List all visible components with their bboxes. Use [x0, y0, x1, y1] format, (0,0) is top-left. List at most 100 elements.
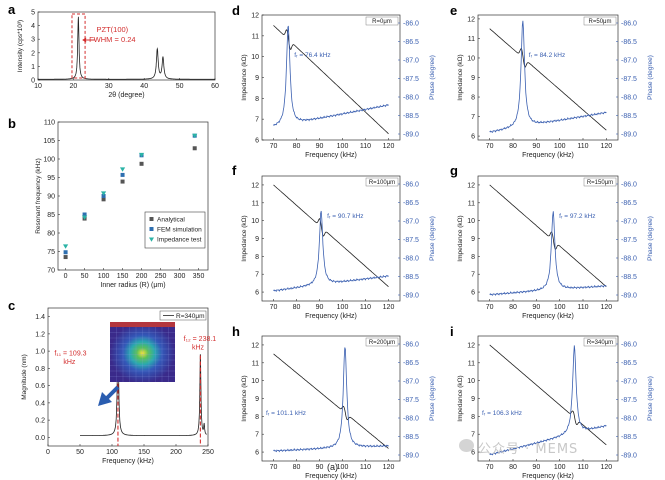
data-point-analytical: [120, 179, 125, 184]
y-tick-label: 12: [251, 13, 259, 20]
impedance-trace: [273, 353, 389, 449]
y-tick-label: 10: [251, 54, 259, 61]
phase-axis-label: Phase (degree): [429, 216, 436, 261]
y-tick-label: 0.2: [35, 418, 45, 425]
y-tick-label: 5: [31, 10, 35, 17]
y-tick-label: 9: [471, 75, 475, 82]
y-tick-label: 7: [471, 432, 475, 439]
phase-tick-label: -88.5: [621, 274, 637, 281]
phase-tick-label: -88.0: [621, 95, 637, 102]
resonance-label: fᵣ = 84.2 kHz: [529, 52, 565, 59]
y-tick-label: 3: [31, 37, 35, 44]
x-tick-label: 30: [105, 83, 113, 90]
x-tick-label: 200: [170, 449, 182, 456]
x-tick-label: 50: [76, 449, 84, 456]
y-tick-label: 110: [44, 120, 55, 127]
data-point-impedance-test: [138, 152, 145, 158]
wechat-icon: [459, 439, 474, 452]
x-tick-label: 350: [193, 273, 205, 280]
phase-tick-label: -86.0: [403, 21, 419, 28]
radius-label: R=340μm: [587, 340, 613, 346]
x-tick-label: 80: [509, 304, 517, 311]
y-tick-label: 7: [255, 117, 259, 124]
y-tick-label: 1.4: [35, 314, 45, 321]
y-tick-label: 8: [471, 95, 475, 102]
y-axis-label: Impedance (kΩ): [457, 375, 464, 421]
x-axis-label: Frequency (kHz): [305, 313, 357, 320]
x-tick-label: 100: [337, 464, 349, 471]
radius-label: R=50μm: [589, 19, 612, 25]
x-axis-label: 2θ (degree): [108, 92, 144, 99]
resonance-label: fᵣ = 101.1 kHz: [266, 410, 306, 417]
radius-label: R=0μm: [372, 19, 392, 25]
y-tick-label: 6: [255, 450, 259, 457]
y-tick-label: 0: [31, 78, 35, 85]
phase-tick-label: -87.5: [403, 237, 419, 244]
y-tick-label: 2: [31, 50, 35, 57]
x-tick-label: 110: [360, 464, 371, 471]
phase-tick-label: -87.0: [403, 379, 419, 386]
phase-tick-label: -87.0: [403, 219, 419, 226]
y-tick-label: 100: [43, 157, 55, 164]
phase-tick-label: -86.5: [621, 39, 637, 46]
y-tick-label: 12: [467, 342, 475, 349]
x-tick-label: 250: [155, 273, 167, 280]
legend-label: R=340μm: [176, 313, 205, 320]
y-tick-label: 11: [252, 200, 259, 207]
phase-tick-label: -86.0: [621, 21, 637, 28]
y-tick-label: 85: [47, 212, 55, 219]
y-axis-label: Impedance (kΩ): [241, 375, 248, 421]
y-tick-label: 11: [252, 360, 259, 367]
phase-tick-label: -86.5: [403, 360, 419, 367]
phase-tick-label: -86.0: [403, 342, 419, 349]
plot-frame-a: [37, 11, 216, 81]
x-tick-label: 100: [554, 143, 566, 150]
x-tick-label: 100: [337, 304, 349, 311]
resonance-label: fᵣ = 90.7 kHz: [327, 213, 363, 220]
figure-footer: (a): [327, 462, 338, 472]
phase-tick-label: -89.0: [621, 453, 637, 460]
phase-tick-label: -88.0: [403, 256, 419, 263]
x-tick-label: 90: [316, 143, 324, 150]
resonance-label: fᵣ = 97.2 kHz: [559, 213, 595, 220]
phase-tick-label: -89.0: [621, 132, 637, 139]
y-axis-label: Impedance (kΩ): [241, 215, 248, 261]
data-point-impedance-test: [119, 167, 126, 172]
resonance-label: fᵣ = 76.4 kHz: [294, 52, 330, 59]
phase-trace: [273, 25, 389, 126]
x-tick-label: 110: [577, 143, 588, 150]
phase-tick-label: -89.0: [403, 132, 419, 139]
x-tick-label: 60: [211, 83, 219, 90]
x-tick-label: 250: [202, 449, 214, 456]
y-tick-label: 8: [255, 96, 259, 103]
phase-tick-label: -88.5: [621, 113, 637, 120]
phase-tick-label: -86.5: [403, 200, 419, 207]
phase-tick-label: -89.0: [621, 293, 637, 300]
x-tick-label: 80: [293, 304, 301, 311]
y-tick-label: 10: [467, 55, 475, 62]
pointer-arrow-head: [98, 392, 112, 406]
y-tick-label: 11: [468, 200, 475, 207]
y-tick-label: 9: [255, 236, 259, 243]
panel-label-c: c: [8, 298, 16, 313]
x-tick-label: 110: [577, 464, 588, 471]
phase-tick-label: -89.0: [403, 293, 419, 300]
resonance-label: fᵣ = 106.3 kHz: [482, 410, 522, 417]
phase-trace: [273, 347, 389, 453]
phase-tick-label: -87.0: [621, 219, 637, 226]
phase-axis-label: Phase (degree): [429, 376, 436, 421]
y-tick-label: 10: [251, 378, 259, 385]
phase-trace: [489, 345, 607, 456]
data-point-impedance-test: [62, 244, 69, 249]
x-tick-label: 50: [176, 83, 184, 90]
y-tick-label: 8: [255, 414, 259, 421]
x-tick-label: 110: [577, 304, 588, 311]
phase-trace: [489, 20, 607, 133]
impedance-trace: [489, 344, 607, 446]
phase-tick-label: -87.5: [403, 397, 419, 404]
panel-label-i: i: [450, 324, 454, 339]
y-tick-label: 7: [255, 272, 259, 279]
x-tick-label: 110: [360, 143, 371, 150]
phase-tick-label: -86.0: [621, 182, 637, 189]
y-tick-label: 8: [471, 254, 475, 261]
